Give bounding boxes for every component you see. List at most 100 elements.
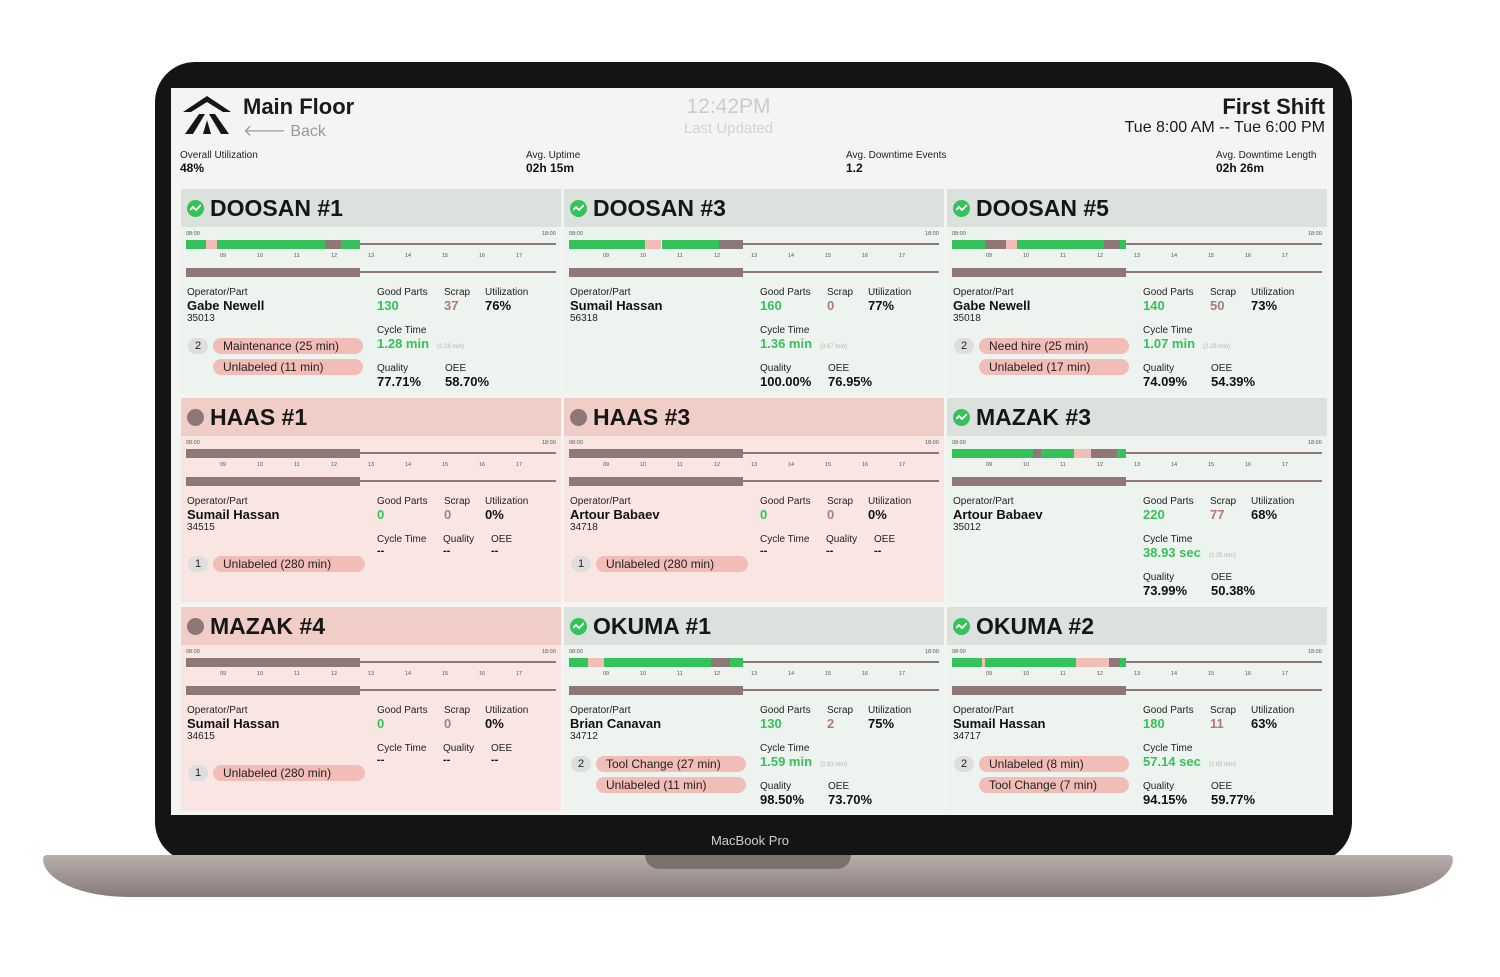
machine-card-header: DOOSAN #5 <box>947 189 1327 227</box>
cycle-time-reference: (2.83 min) <box>820 762 848 768</box>
timeline-hour-tick: 16 <box>862 462 869 468</box>
machine-card[interactable]: HAAS #1 08:00 18:00 09 10 11 12 13 14 15 16 17 O… <box>181 398 561 602</box>
downtime-reason-pill[interactable]: Unlabeled (280 min) <box>213 556 365 572</box>
timeline-shift-remaining <box>1125 689 1322 691</box>
downtime-reason-pill[interactable]: Unlabeled (11 min) <box>213 359 363 375</box>
machine-name: OKUMA #2 <box>976 613 1094 639</box>
utilization-field: Utilization 77% <box>868 287 911 313</box>
operator-name: Sumail Hassan <box>953 716 1046 731</box>
timeline-segment <box>644 240 662 249</box>
quality-field: Quality -- <box>443 534 474 557</box>
machine-card[interactable]: MAZAK #3 08:00 18:00 09 10 11 12 13 14 15 16 17 … <box>947 398 1327 602</box>
machine-timeline: 08:00 18:00 09 10 11 12 13 14 15 16 17 <box>952 230 1322 282</box>
scrap-label: Scrap <box>444 287 471 298</box>
downtime-reason-pill[interactable]: Maintenance (25 min) <box>213 338 363 354</box>
timeline-hour-tick: 14 <box>788 671 795 677</box>
oee-field: OEE -- <box>491 743 512 766</box>
timeline-bar <box>952 449 1126 458</box>
timeline-hour-tick: 10 <box>257 671 264 677</box>
machine-card[interactable]: HAAS #3 08:00 18:00 09 10 11 12 13 14 15 16 17 O… <box>564 398 944 602</box>
operator-name: Gabe Newell <box>953 298 1031 313</box>
scrap-field: Scrap 0 <box>444 705 470 731</box>
timeline-segment <box>952 658 982 667</box>
company-logo-icon <box>183 96 231 134</box>
machine-card[interactable]: DOOSAN #1 08:00 18:00 09 10 11 12 13 14 15 16 17… <box>181 189 561 393</box>
machine-card[interactable]: OKUMA #2 08:00 18:00 09 10 11 12 13 14 15 16 17 … <box>947 607 1327 811</box>
utilization-label: Utilization <box>485 705 529 716</box>
machine-card[interactable]: OKUMA #1 08:00 18:00 09 10 11 12 13 14 15 16 17 … <box>564 607 944 811</box>
timeline-hour-tick: 14 <box>1171 462 1178 468</box>
quality-field: Quality 77.71% <box>377 363 421 389</box>
downtime-reason-pill[interactable]: Unlabeled (280 min) <box>596 556 748 572</box>
operator-field: Operator/Part Brian Canavan 34712 <box>570 705 661 742</box>
machine-card[interactable]: DOOSAN #3 08:00 18:00 09 10 11 12 13 14 15 16 17… <box>564 189 944 393</box>
scrap-field: Scrap 0 <box>827 287 853 313</box>
cycle-time-field: Cycle Time 1.36 min (3.67 min) <box>760 325 847 351</box>
operator-name: Artour Babaev <box>570 507 660 522</box>
downtime-reason-pill[interactable]: Need hire (25 min) <box>979 338 1129 354</box>
timeline-segment <box>1074 449 1091 458</box>
timeline-end-label: 18:00 <box>1308 649 1322 655</box>
machine-timeline: 08:00 18:00 09 10 11 12 13 14 15 16 17 <box>952 439 1322 491</box>
oee-value: 50.38% <box>1211 583 1256 598</box>
scrap-label: Scrap <box>827 287 854 298</box>
utilization-label: Utilization <box>1251 287 1295 298</box>
good-parts-field: Good Parts 180 <box>1143 705 1194 731</box>
timeline-segment <box>985 658 1030 667</box>
timeline-segment <box>186 658 360 667</box>
downtime-reason-pill[interactable]: Unlabeled (280 min) <box>213 765 365 781</box>
timeline-hour-tick: 09 <box>603 462 610 468</box>
timeline-bar <box>186 240 360 249</box>
status-stopped-icon <box>187 618 204 635</box>
utilization-field: Utilization 0% <box>868 496 911 522</box>
timeline-shift-bar <box>186 686 360 695</box>
scrap-label: Scrap <box>1210 496 1237 507</box>
timeline-start-label: 08:00 <box>569 231 583 237</box>
quality-label: Quality <box>443 743 475 754</box>
downtime-reason-pill[interactable]: Unlabeled (8 min) <box>979 756 1129 772</box>
oee-field: OEE 50.38% <box>1211 572 1255 598</box>
timeline-hour-tick: 09 <box>986 671 993 677</box>
downtime-reason-pill[interactable]: Unlabeled (11 min) <box>596 777 746 793</box>
machine-name: DOOSAN #5 <box>976 195 1109 221</box>
back-button[interactable]: 🡐 Back <box>243 120 326 141</box>
quality-value: 73.99% <box>1143 583 1188 598</box>
timeline-end-label: 18:00 <box>925 440 939 446</box>
utilization-value: 63% <box>1251 716 1278 731</box>
scrap-field: Scrap 0 <box>827 496 853 522</box>
oee-field: OEE 54.39% <box>1211 363 1255 389</box>
status-stopped-icon <box>570 409 587 426</box>
machine-card-header: OKUMA #1 <box>564 607 944 645</box>
downtime-reason-pill[interactable]: Tool Change (7 min) <box>979 777 1129 793</box>
timeline-remaining <box>742 661 939 663</box>
timeline-hour-tick: 17 <box>899 671 906 677</box>
machine-name: DOOSAN #3 <box>593 195 726 221</box>
timeline-segment <box>587 658 605 667</box>
timeline-hour-tick: 12 <box>714 462 721 468</box>
timeline-segment <box>1103 240 1121 249</box>
downtime-reason-pill[interactable]: Unlabeled (17 min) <box>979 359 1129 375</box>
part-number: 34615 <box>187 731 215 742</box>
machine-timeline: 08:00 18:00 09 10 11 12 13 14 15 16 17 <box>186 439 556 491</box>
good-parts-field: Good Parts 220 <box>1143 496 1194 522</box>
cycle-time-value: 1.59 min <box>760 754 813 769</box>
machine-card[interactable]: DOOSAN #5 08:00 18:00 09 10 11 12 13 14 15 16 17… <box>947 189 1327 393</box>
machine-card[interactable]: MAZAK #4 08:00 18:00 09 10 11 12 13 14 15 16 17 … <box>181 607 561 811</box>
operator-name: Brian Canavan <box>570 716 662 731</box>
timeline-bar <box>569 240 743 249</box>
cycle-time-reference: (2.25 min) <box>1208 553 1236 559</box>
timeline-hour-tick: 12 <box>331 462 338 468</box>
machine-name: OKUMA #1 <box>593 613 711 639</box>
quality-value: -- <box>826 545 834 557</box>
downtime-reason-pill[interactable]: Tool Change (27 min) <box>596 756 746 772</box>
operator-name: Sumail Hassan <box>570 298 663 313</box>
timeline-shift-remaining <box>1125 480 1322 482</box>
timeline-start-label: 08:00 <box>952 440 966 446</box>
timeline-hour-tick: 14 <box>405 671 412 677</box>
last-updated-label: Last Updated <box>683 120 774 137</box>
status-running-icon <box>953 618 970 635</box>
timeline-shift-remaining <box>359 271 556 273</box>
quality-label: Quality <box>760 363 792 374</box>
scrap-value: 77 <box>1210 507 1225 522</box>
utilization-label: Utilization <box>1251 705 1295 716</box>
